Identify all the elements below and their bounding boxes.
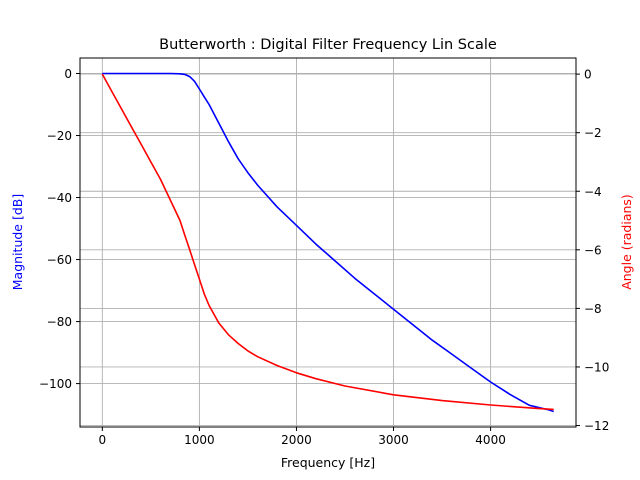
right-axis-label: Angle (radians) (619, 194, 634, 290)
right-tick-label: −8 (584, 302, 602, 316)
right-tick-label: 0 (584, 68, 592, 82)
chart-title: Butterworth : Digital Filter Frequency L… (159, 37, 497, 53)
series-layer (101, 72, 554, 413)
left-tick-label: −40 (47, 191, 72, 205)
left-tick-label: 0 (64, 67, 72, 81)
x-tick-label: 0 (99, 433, 107, 447)
right-tick-label: −10 (584, 360, 609, 374)
left-tick-label: −80 (47, 315, 72, 329)
right-tick-label: −6 (584, 243, 602, 257)
x-tick-label: 3000 (378, 433, 409, 447)
x-axis-label: Frequency [Hz] (281, 455, 375, 470)
right-tick-label: −2 (584, 126, 602, 140)
right-tick-label: −12 (584, 419, 609, 433)
left-tick-label: −60 (47, 253, 72, 267)
left-tick-label: −20 (47, 129, 72, 143)
angle-line (101, 73, 554, 411)
x-tick-label: 2000 (281, 433, 312, 447)
x-tick-label: 4000 (475, 433, 506, 447)
left-axis-label: Magnitude [dB] (10, 194, 25, 290)
right-tick-label: −4 (584, 185, 602, 199)
ticks: 0 1000 2000 3000 4000 0 −20 −40 −60 −80 −100 0 −2 −4 −… (39, 67, 609, 447)
magnitude-line (102, 72, 554, 413)
x-tick-label: 1000 (184, 433, 215, 447)
plot-frame (79, 57, 577, 428)
left-tick-label: −100 (39, 377, 72, 391)
